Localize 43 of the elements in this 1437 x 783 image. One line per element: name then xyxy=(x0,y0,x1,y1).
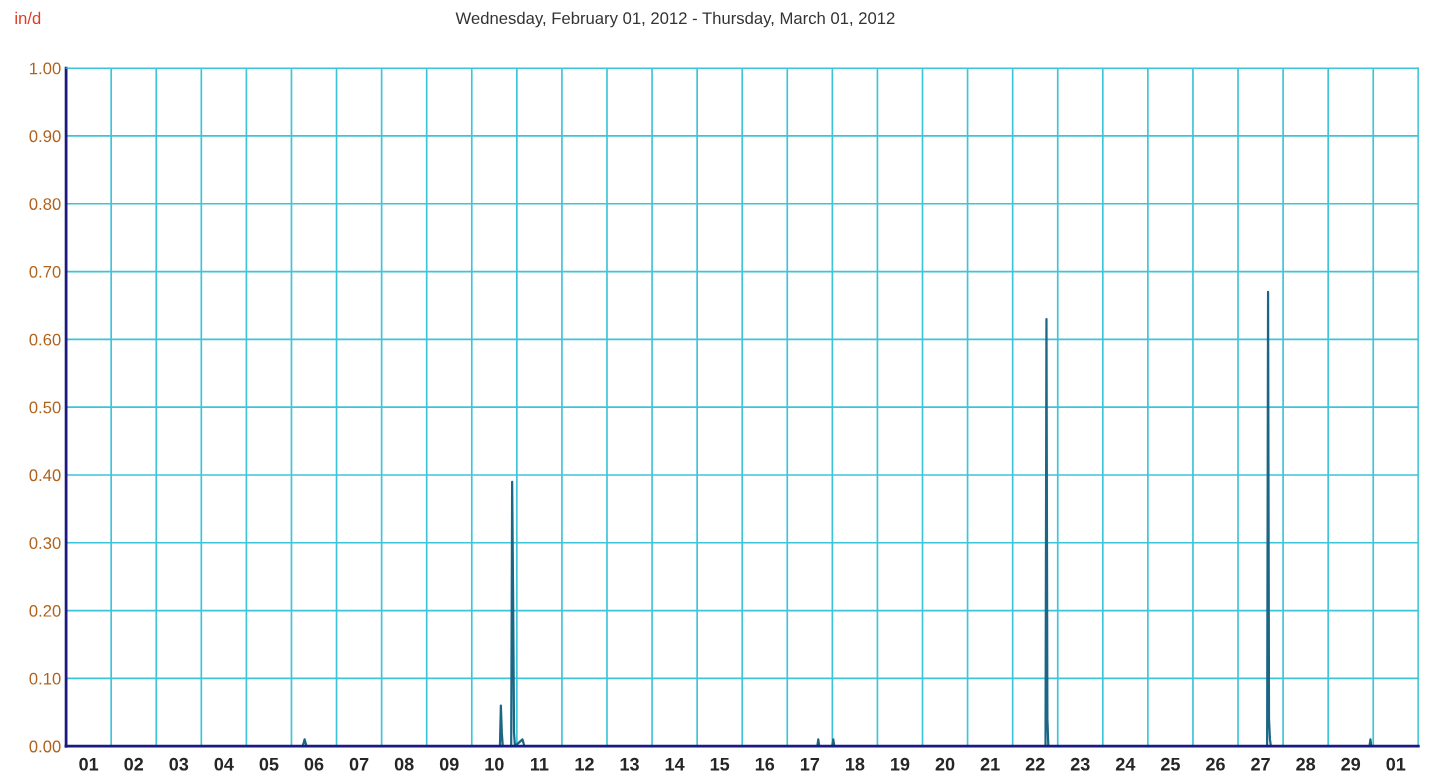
x-tick-label: 23 xyxy=(1070,757,1090,771)
x-tick-label: 10 xyxy=(485,757,504,771)
x-tick-label: 24 xyxy=(1115,757,1136,771)
x-tick-label: 04 xyxy=(214,757,234,771)
y-axis-title: in/d xyxy=(15,11,41,25)
x-tick-label: 11 xyxy=(530,757,549,771)
x-tick-label: 12 xyxy=(575,757,594,771)
x-tick-label: 13 xyxy=(620,757,639,771)
y-tick-label: 0.50 xyxy=(29,401,61,414)
x-tick-label: 16 xyxy=(755,757,775,771)
x-tick-label: 29 xyxy=(1341,757,1361,771)
chart-title: Wednesday, February 01, 2012 - Thursday, March 01, 2012 xyxy=(455,11,895,28)
x-tick-label: 03 xyxy=(169,757,189,771)
x-tick-label: 05 xyxy=(259,757,279,771)
y-tick-label: 0.00 xyxy=(29,740,61,753)
x-tick-label: 19 xyxy=(891,757,910,771)
x-tick-label: 28 xyxy=(1296,757,1316,771)
x-tick-label: 07 xyxy=(349,757,369,771)
x-tick-label: 22 xyxy=(1025,757,1045,771)
x-tick-label: 27 xyxy=(1251,757,1270,771)
x-tick-label: 18 xyxy=(845,757,865,771)
y-tick-label: 1.00 xyxy=(30,62,61,75)
x-tick-label: 26 xyxy=(1206,757,1225,771)
y-tick-label: 0.20 xyxy=(29,604,61,617)
y-tick-label: 0.80 xyxy=(29,198,61,210)
y-tick-label: 0.70 xyxy=(29,265,61,278)
x-tick-label: 06 xyxy=(304,757,324,771)
x-tick-label: 01 xyxy=(1386,757,1406,771)
x-tick-label: 02 xyxy=(124,757,144,771)
x-tick-label: 01 xyxy=(79,757,99,771)
x-tick-label: 21 xyxy=(980,757,1000,771)
y-tick-label: 0.40 xyxy=(29,469,61,482)
x-tick-label: 25 xyxy=(1161,757,1180,771)
y-tick-label: 0.60 xyxy=(29,333,61,346)
x-tick-label: 17 xyxy=(800,757,820,771)
y-tick-label: 0.10 xyxy=(29,672,61,685)
x-tick-label: 14 xyxy=(665,757,685,771)
x-tick-label: 20 xyxy=(935,757,955,771)
x-tick-label: 15 xyxy=(710,757,730,771)
y-tick-label: 0.30 xyxy=(29,537,61,549)
x-tick-label: 08 xyxy=(394,757,414,771)
x-tick-label: 09 xyxy=(439,757,459,771)
y-tick-label: 0.90 xyxy=(29,130,61,143)
